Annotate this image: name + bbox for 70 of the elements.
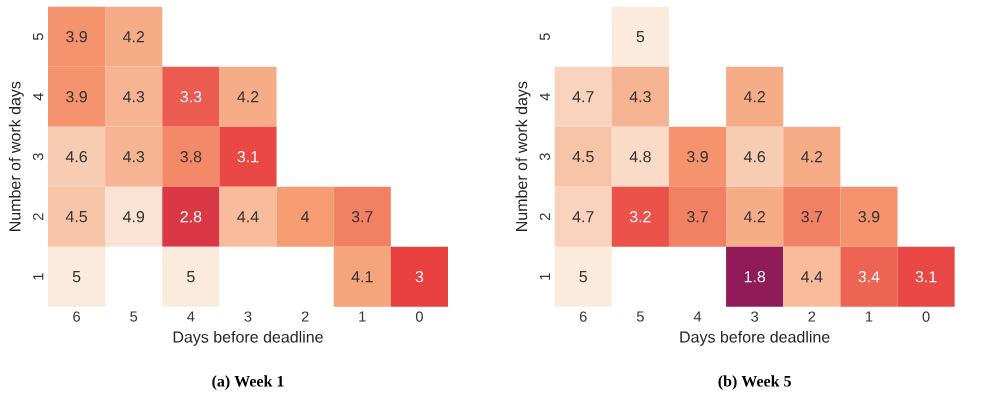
data-label: 4.2 (743, 90, 765, 103)
data-label: 4.4 (237, 211, 259, 223)
data-label: 4.3 (629, 90, 651, 103)
y-tick-label: 4 (539, 92, 550, 101)
x-tick-label: 2 (808, 311, 816, 322)
y-tick-label: 3 (539, 153, 550, 161)
data-label: 4.4 (801, 271, 823, 283)
data-label: 4.6 (743, 150, 766, 163)
x-tick-label: 6 (579, 311, 587, 322)
data-label: 3.9 (687, 150, 708, 163)
data-label: 2.8 (180, 210, 202, 223)
data-label: 4.7 (572, 91, 594, 103)
data-label: 4.7 (572, 211, 594, 223)
text: (a) Week 1 (212, 375, 284, 390)
data-label: 4.2 (743, 210, 765, 223)
data-label: 3.9 (66, 90, 87, 103)
data-label: 4.5 (65, 210, 88, 223)
x-tick-label: 1 (359, 311, 366, 322)
data-label: 4.6 (65, 150, 87, 163)
y-tick-label: 2 (539, 213, 550, 220)
data-label: 3.9 (66, 30, 87, 43)
data-label: 4 (301, 211, 310, 223)
x-tick-label: 4 (693, 311, 702, 322)
data-label: 5 (636, 30, 645, 43)
x-tick-label: 4 (187, 311, 195, 322)
data-label: 4.2 (237, 90, 259, 103)
data-label: 3.7 (687, 210, 708, 223)
data-label: 5 (579, 270, 588, 283)
data-label: 1.8 (744, 270, 766, 283)
data-label: 3.1 (915, 270, 937, 283)
data-label: 3.7 (351, 210, 373, 223)
y-tick-label: 1 (33, 273, 44, 280)
x-tick-label: 6 (73, 311, 80, 322)
data-label: 4.2 (122, 30, 145, 43)
data-label: 3.4 (858, 270, 880, 283)
data-label: 4.1 (351, 271, 373, 283)
x-tick-label: 5 (130, 311, 138, 322)
y-tick-label: 1 (539, 273, 550, 280)
data-label: 3.2 (629, 210, 651, 223)
data-label: 4.9 (122, 210, 145, 223)
data-label: 4.3 (122, 150, 145, 163)
x-axis-title: Days before deadline (173, 330, 323, 346)
x-tick-label: 1 (865, 311, 873, 322)
data-label: 3.9 (858, 210, 880, 223)
data-label: 3.7 (801, 210, 823, 223)
x-tick-label: 3 (244, 311, 252, 322)
text: (b) Week 5 (718, 375, 791, 390)
x-tick-label: 2 (301, 311, 309, 322)
data-label: 4.8 (629, 150, 651, 163)
y-axis-title: Number of work days (515, 81, 531, 231)
x-axis-title: Days before deadline (680, 330, 830, 346)
data-label: 3.3 (180, 90, 202, 103)
data-label: 4.2 (801, 150, 823, 163)
data-label: 5 (72, 270, 81, 283)
data-label: 3.1 (237, 150, 259, 163)
data-label: 4.3 (122, 90, 145, 103)
y-tick-label: 2 (33, 213, 44, 220)
y-tick-label: 5 (539, 33, 550, 40)
x-tick-label: 3 (751, 311, 759, 322)
data-label: 4.5 (572, 150, 594, 163)
y-tick-label: 5 (33, 33, 44, 40)
y-axis-title: Number of work days (8, 81, 24, 231)
x-tick-label: 5 (636, 311, 644, 322)
data-label: 3 (415, 270, 424, 283)
x-tick-label: 0 (415, 311, 423, 322)
data-label: 5 (187, 270, 195, 283)
x-tick-label: 0 (922, 311, 930, 322)
y-tick-label: 4 (33, 92, 44, 101)
data-label: 3.8 (180, 150, 202, 163)
y-tick-label: 3 (32, 153, 44, 161)
